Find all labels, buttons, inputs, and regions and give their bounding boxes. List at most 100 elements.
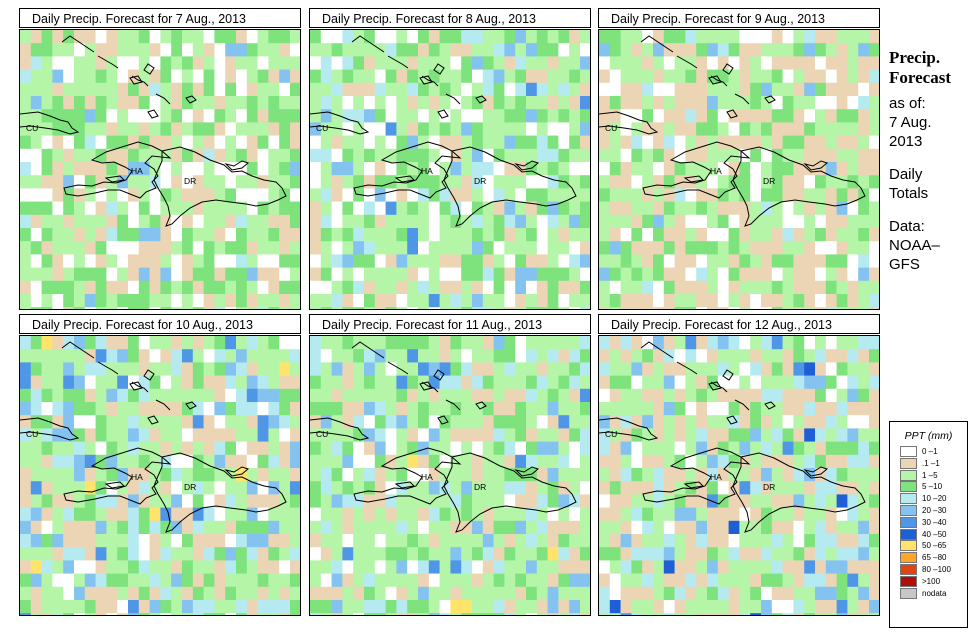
precip-cell — [117, 307, 129, 309]
precip-cell — [171, 441, 183, 456]
precip-cell — [696, 69, 708, 84]
precip-cell — [439, 441, 451, 456]
precip-cell — [504, 280, 516, 295]
precip-cell — [547, 162, 559, 176]
precip-cell — [482, 402, 494, 416]
precip-cell — [439, 241, 451, 255]
precip-cell — [663, 428, 675, 442]
precip-cell — [580, 188, 590, 202]
precip-cell — [353, 69, 365, 84]
precip-cell — [663, 520, 675, 535]
precip-cell — [407, 362, 419, 376]
precip-cell — [182, 494, 194, 508]
precip-cell — [320, 241, 332, 255]
precip-cell — [858, 201, 870, 216]
precip-cell — [138, 241, 150, 255]
precip-cell — [63, 56, 75, 70]
precip-cell — [858, 69, 870, 84]
precip-cell — [825, 175, 837, 189]
precip-cell — [374, 228, 386, 242]
precip-cell — [569, 228, 581, 242]
precip-cell — [385, 122, 397, 136]
precip-cell — [182, 573, 194, 588]
precip-cell — [84, 547, 96, 561]
precip-cell — [160, 336, 172, 350]
precip-cell — [771, 520, 783, 535]
precip-cell — [815, 415, 827, 429]
precip-cell — [236, 267, 248, 282]
precip-cell — [696, 336, 708, 350]
precip-cell — [257, 254, 269, 268]
as-of-label: as of: — [889, 95, 926, 112]
precip-cell — [236, 454, 248, 469]
precip-cell — [599, 280, 611, 295]
precip-cell — [482, 586, 494, 601]
precip-cell — [663, 30, 675, 44]
precip-cell — [825, 388, 837, 403]
precip-cell — [815, 468, 827, 482]
precip-cell — [246, 362, 258, 376]
precip-cell — [674, 362, 686, 376]
precip-cell — [717, 494, 729, 508]
precip-cell — [203, 241, 215, 255]
precip-cell — [472, 600, 484, 614]
precip-cell — [396, 162, 408, 176]
haiti-label: HA — [421, 166, 433, 176]
precip-cell — [599, 69, 611, 84]
precip-cell — [106, 254, 118, 268]
precip-cell — [515, 362, 527, 376]
precip-cell — [739, 148, 751, 163]
precip-cell — [95, 520, 107, 535]
precip-cell — [750, 148, 762, 163]
precip-cell — [74, 307, 86, 309]
precip-cell — [95, 43, 107, 57]
precip-cell — [117, 534, 129, 548]
precip-cell — [374, 175, 386, 189]
precip-cell — [620, 441, 632, 456]
precip-cell — [685, 613, 697, 615]
precip-cell — [620, 336, 632, 350]
precip-cell — [847, 135, 859, 150]
precip-cell — [203, 441, 215, 456]
precip-cell — [439, 454, 451, 469]
precip-cell — [214, 201, 226, 216]
precip-cell — [171, 214, 183, 229]
precip-cell — [63, 349, 75, 363]
precip-cell — [782, 507, 794, 522]
precip-cell — [761, 600, 773, 614]
precip-cell — [117, 600, 129, 614]
precip-cell — [609, 415, 621, 429]
precip-cell — [225, 201, 237, 216]
precip-cell — [374, 214, 386, 229]
precip-cell — [825, 454, 837, 469]
precip-cell — [138, 96, 150, 110]
precip-cell — [331, 188, 343, 202]
precip-cell — [160, 441, 172, 456]
precip-cell — [793, 454, 805, 469]
precip-cell — [106, 96, 118, 110]
precip-cell — [493, 280, 505, 295]
precip-cell — [396, 201, 408, 216]
precip-cell — [717, 613, 729, 615]
precip-cell — [707, 201, 719, 216]
precip-cell — [609, 600, 621, 614]
precip-cell — [20, 201, 32, 216]
precip-cell — [782, 254, 794, 268]
precip-cell — [246, 109, 258, 123]
precip-cell — [599, 375, 611, 390]
precip-cell — [257, 162, 269, 176]
precip-cell — [41, 494, 53, 508]
precip-cell — [74, 82, 86, 97]
precip-cell — [771, 573, 783, 588]
precip-cell — [290, 228, 300, 242]
precip-cell — [374, 454, 386, 469]
legend-item: 65 –80 — [890, 552, 967, 564]
precip-cell — [225, 613, 237, 615]
precip-cell — [342, 494, 354, 508]
precip-cell — [631, 254, 643, 268]
precip-cell — [450, 468, 462, 482]
precip-cell — [63, 507, 75, 522]
forecast-panel-aug-7: Daily Precip. Forecast for 7 Aug., 2013 … — [19, 8, 301, 310]
precip-cell — [674, 175, 686, 189]
precip-cell — [63, 600, 75, 614]
